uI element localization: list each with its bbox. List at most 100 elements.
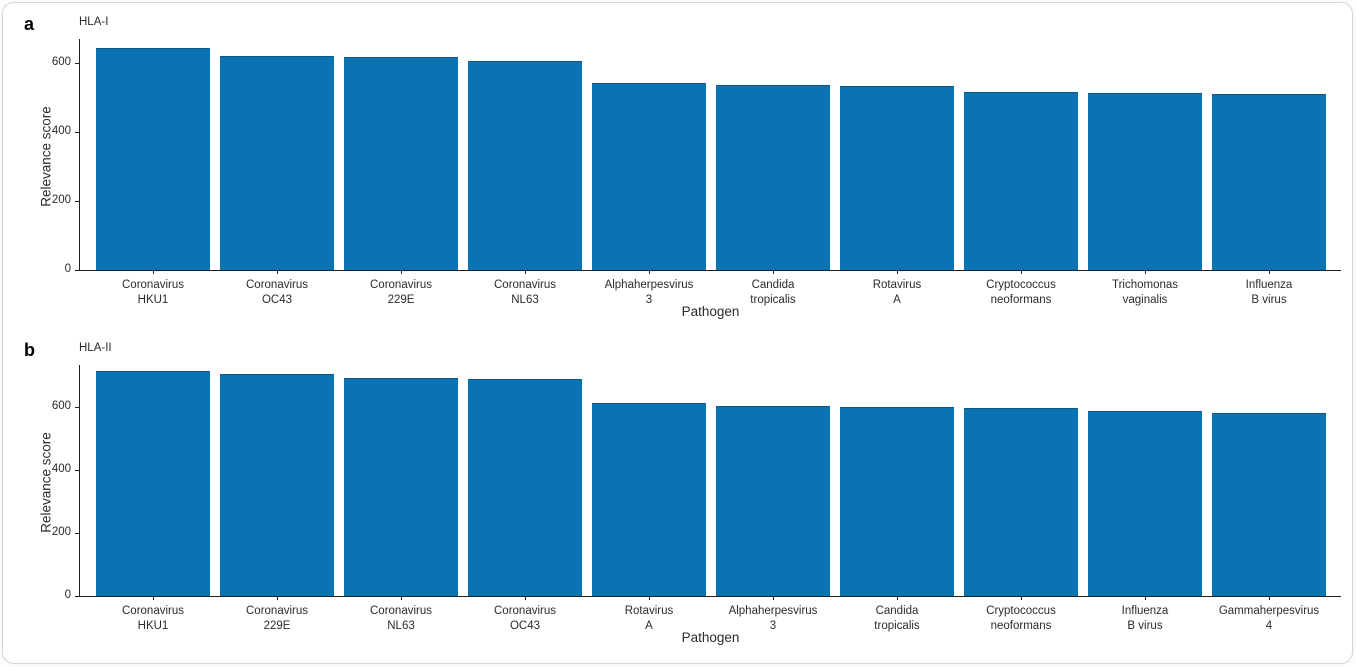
x-tick-7: Cryptococcus neoformans bbox=[964, 596, 1078, 633]
x-tick-3: Coronavirus NL63 bbox=[468, 270, 582, 307]
x-tick-mark bbox=[1269, 596, 1271, 600]
x-tick-mark bbox=[277, 596, 279, 600]
x-tick-1: Coronavirus 229E bbox=[220, 596, 334, 633]
x-tick-4: Alphaherpesvirus 3 bbox=[592, 270, 706, 307]
y-tick-label: 0 bbox=[64, 589, 71, 601]
x-tick-6: Candida tropicalis bbox=[840, 596, 954, 633]
x-tick-label: Coronavirus HKU1 bbox=[122, 279, 184, 306]
bar-0 bbox=[96, 47, 210, 270]
x-tick-8: Trichomonas vaginalis bbox=[1088, 270, 1202, 307]
x-tick-label: Cryptococcus neoformans bbox=[986, 605, 1056, 632]
y-tick-mark bbox=[75, 200, 79, 202]
x-tick-0: Coronavirus HKU1 bbox=[96, 596, 210, 633]
x-axis-title: Pathogen bbox=[681, 304, 740, 319]
y-tick-label: 400 bbox=[51, 463, 71, 476]
chart-title-hla-i: HLA-I bbox=[79, 16, 109, 28]
x-tick-label: Rotavirus A bbox=[624, 605, 674, 632]
y-tick-label: 200 bbox=[51, 526, 71, 539]
bar-8 bbox=[1088, 93, 1202, 270]
x-tick-label: Alphaherpesvirus 3 bbox=[728, 605, 818, 632]
x-tick-label: Coronavirus HKU1 bbox=[122, 605, 184, 632]
x-tick-label: Alphaherpesvirus 3 bbox=[604, 279, 694, 306]
x-tick-mark bbox=[153, 596, 155, 600]
bar-7 bbox=[964, 92, 1078, 270]
x-tick-2: Coronavirus 229E bbox=[344, 270, 458, 307]
x-tick-mark bbox=[1269, 270, 1271, 274]
x-tick-mark bbox=[525, 270, 527, 274]
bars-container bbox=[81, 39, 1341, 270]
x-tick-mark bbox=[1021, 596, 1023, 600]
bar-3 bbox=[468, 378, 582, 596]
panel-letter-b: b bbox=[24, 340, 35, 360]
x-tick-label: Gammaherpesvirus 4 bbox=[1218, 605, 1320, 632]
panel-hla-ii: b HLA-II Relevance score 0 200 400 600 Coro… bbox=[3, 329, 1352, 663]
bar-5 bbox=[716, 405, 830, 596]
panel-letter-a: a bbox=[24, 14, 35, 34]
y-tick-label: 600 bbox=[51, 400, 71, 413]
bar-6 bbox=[840, 406, 954, 596]
x-tick-mark bbox=[401, 270, 403, 274]
x-tick-mark bbox=[773, 596, 775, 600]
x-tick-mark bbox=[1021, 270, 1023, 274]
bar-4 bbox=[592, 82, 706, 270]
x-tick-label: Coronavirus OC43 bbox=[494, 605, 556, 632]
x-category-labels: Coronavirus HKU1 Coronavirus OC43 Coronavi… bbox=[81, 270, 1341, 307]
bar-2 bbox=[344, 56, 458, 270]
x-tick-label: Candida tropicalis bbox=[874, 605, 920, 632]
y-tick-mark bbox=[75, 406, 79, 408]
y-tick-label: 400 bbox=[51, 125, 71, 138]
x-tick-0: Coronavirus HKU1 bbox=[96, 270, 210, 307]
x-axis-spine bbox=[79, 595, 1341, 597]
x-tick-1: Coronavirus OC43 bbox=[220, 270, 334, 307]
x-tick-mark bbox=[1145, 270, 1147, 274]
x-tick-mark bbox=[897, 270, 899, 274]
y-axis-title: Relevance score bbox=[38, 106, 54, 207]
x-tick-9: Influenza B virus bbox=[1212, 270, 1326, 307]
y-tick-label: 0 bbox=[64, 263, 71, 275]
x-category-labels: Coronavirus HKU1 Coronavirus 229E Coronavi… bbox=[81, 596, 1341, 633]
x-tick-label: Trichomonas vaginalis bbox=[1111, 279, 1179, 306]
y-tick-mark bbox=[75, 131, 79, 133]
x-tick-label: Coronavirus 229E bbox=[370, 279, 432, 306]
x-axis-spine bbox=[79, 269, 1341, 271]
x-tick-mark bbox=[153, 270, 155, 274]
x-tick-mark bbox=[649, 270, 651, 274]
bar-2 bbox=[344, 377, 458, 596]
x-tick-7: Cryptococcus neoformans bbox=[964, 270, 1078, 307]
y-tick-mark bbox=[75, 62, 79, 64]
x-tick-label: Influenza B virus bbox=[1121, 605, 1169, 632]
bar-9 bbox=[1212, 412, 1326, 596]
x-axis-title: Pathogen bbox=[681, 630, 740, 645]
bar-4 bbox=[592, 403, 706, 596]
x-tick-2: Coronavirus NL63 bbox=[344, 596, 458, 633]
bar-1 bbox=[220, 55, 334, 270]
y-tick-mark bbox=[75, 532, 79, 534]
bar-8 bbox=[1088, 410, 1202, 596]
bar-9 bbox=[1212, 94, 1326, 270]
x-tick-8: Influenza B virus bbox=[1088, 596, 1202, 633]
x-tick-label: Cryptococcus neoformans bbox=[986, 279, 1056, 306]
x-tick-mark bbox=[277, 270, 279, 274]
y-tick-label: 200 bbox=[51, 194, 71, 207]
x-tick-9: Gammaherpesvirus 4 bbox=[1212, 596, 1326, 633]
x-tick-label: Candida tropicalis bbox=[750, 279, 796, 306]
x-tick-6: Rotavirus A bbox=[840, 270, 954, 307]
bar-6 bbox=[840, 85, 954, 270]
x-tick-label: Rotavirus A bbox=[872, 279, 922, 306]
y-axis-spine bbox=[79, 365, 81, 597]
chart-title-hla-ii: HLA-II bbox=[79, 342, 112, 354]
bar-3 bbox=[468, 61, 582, 270]
panel-hla-i: a HLA-I Relevance score 0 200 400 600 Coron… bbox=[3, 3, 1352, 329]
plot-area: 0 200 400 600 bbox=[52, 39, 1341, 275]
x-tick-mark bbox=[401, 596, 403, 600]
y-tick-mark bbox=[75, 469, 79, 471]
x-tick-mark bbox=[773, 270, 775, 274]
bar-1 bbox=[220, 373, 334, 596]
y-axis-title: Relevance score bbox=[38, 432, 54, 533]
x-tick-label: Influenza B virus bbox=[1245, 279, 1293, 306]
x-tick-3: Coronavirus OC43 bbox=[468, 596, 582, 633]
x-tick-5: Alphaherpesvirus 3 bbox=[716, 596, 830, 633]
bar-5 bbox=[716, 84, 830, 270]
bar-0 bbox=[96, 370, 210, 596]
x-tick-mark bbox=[897, 596, 899, 600]
